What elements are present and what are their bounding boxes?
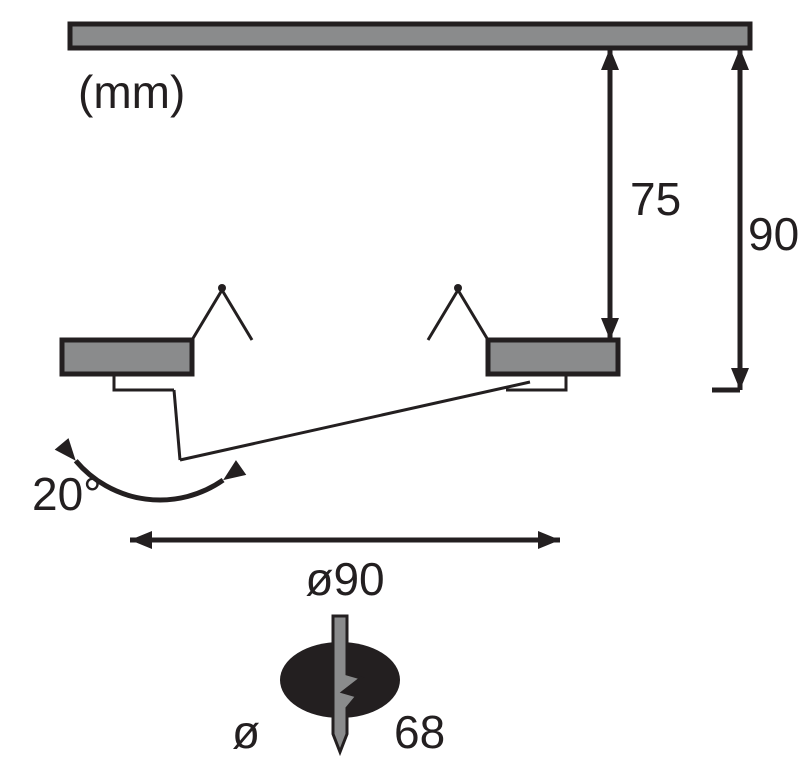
depth-90-label: 90	[748, 208, 799, 260]
depth-dimensions: 75 90	[601, 48, 799, 390]
diameter-ring-label: ø90	[305, 553, 384, 605]
cutout-diameter-symbol: ø	[232, 706, 260, 758]
fixture-cross-section	[62, 284, 618, 460]
ceiling-bar	[70, 24, 750, 48]
cutout-icon: ø 68	[232, 616, 445, 758]
diameter-dimension: ø90	[130, 531, 560, 605]
cutout-diameter-label: 68	[394, 706, 445, 758]
tilt-angle-label: 20°	[32, 468, 102, 520]
depth-75-label: 75	[630, 173, 681, 225]
technical-diagram: (mm) 20° 75 90 ø90 ø 68	[0, 0, 800, 774]
unit-label: (mm)	[78, 66, 185, 118]
tilt-angle: 20°	[32, 438, 246, 520]
